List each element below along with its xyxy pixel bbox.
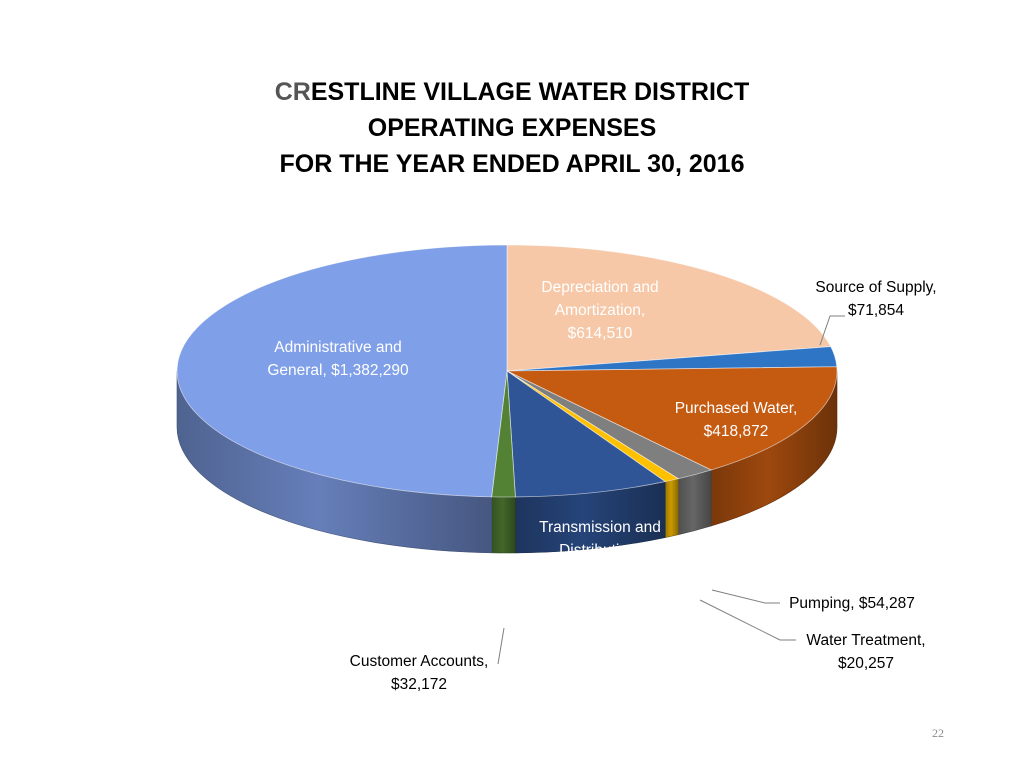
leader-line-customer-accounts	[497, 627, 505, 665]
data-label-pumping: Pumping, $54,287	[789, 595, 915, 612]
data-label-transmission-and-distribution: Transmission and Distribution, $211,936	[539, 519, 661, 582]
pie-side-pumping	[677, 469, 712, 536]
pie-slice-administrative-and-general	[176, 244, 508, 498]
page-number: 22	[932, 726, 944, 740]
leader-line-pumping	[711, 589, 780, 604]
title-line-1-rest: ESTLINE VILLAGE WATER DISTRICT	[310, 78, 750, 106]
pie-slice-transmission-and-distribution	[506, 370, 667, 498]
leader-line-water-treatment	[699, 599, 796, 641]
pie-slice-purchased-water	[506, 366, 838, 471]
data-label-depreciation-and-amortization: Depreciation and Amortization, $614,510	[541, 279, 658, 342]
pie-side-customer-accounts	[491, 496, 516, 554]
data-label-customer-accounts: Customer Accounts, $32,172	[350, 653, 489, 693]
pie-side-walls	[176, 370, 838, 554]
title-line-3: FOR THE YEAR ENDED APRIL 30, 2016	[279, 150, 745, 178]
data-label-purchased-water: Purchased Water, $418,872	[675, 400, 798, 440]
data-label-source-of-supply: Source of Supply, $71,854	[815, 279, 936, 319]
pie-slice-depreciation-and-amortization	[506, 244, 832, 372]
data-label-administrative-and-general: Administrative and General, $1,382,290	[267, 339, 409, 379]
pie-side-water-treatment	[664, 478, 679, 538]
pie-slices	[176, 244, 838, 498]
pie-labels: Depreciation and Amortization, $614,510 Sou…	[267, 279, 936, 693]
title-accent: CR	[274, 78, 311, 106]
data-label-water-treatment: Water Treatment, $20,257	[806, 632, 925, 672]
leader-line-source-of-supply	[819, 315, 845, 346]
title-line-2: OPERATING EXPENSES	[367, 114, 657, 142]
title-line-1: CRESTLINE VILLAGE WATER DISTRICT	[0, 74, 1024, 110]
chart-title: CRESTLINE VILLAGE WATER DISTRICT OPERATI…	[0, 74, 1024, 182]
